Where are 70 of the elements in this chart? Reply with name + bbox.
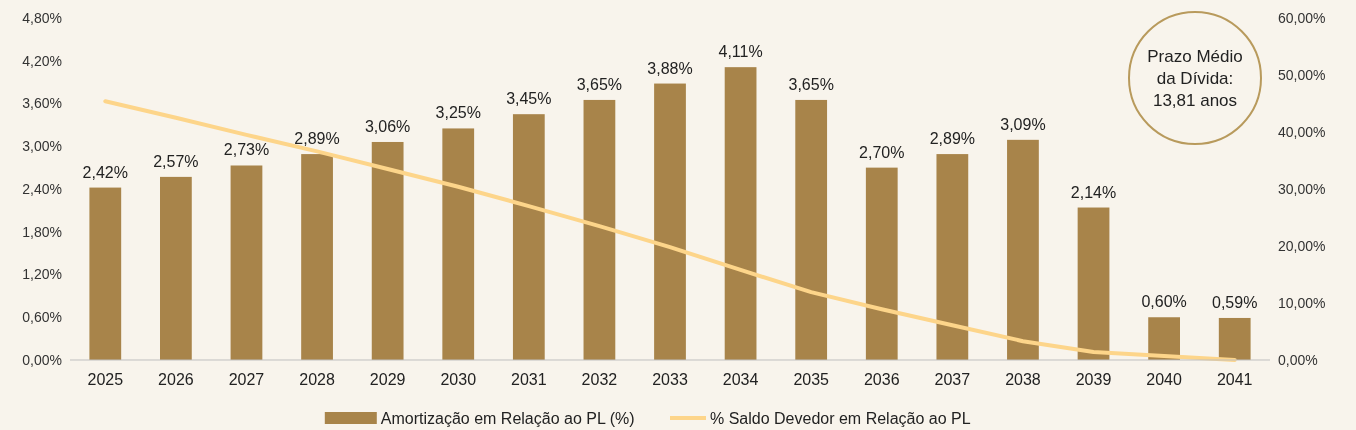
bar [1077, 207, 1110, 360]
y2-tick-label: 0,00% [1278, 351, 1318, 368]
annotation: Prazo Médio da Dívida: 13,81 anos [1147, 46, 1243, 110]
data-label: 3,06% [364, 117, 411, 135]
bar [442, 128, 475, 360]
bar [936, 154, 969, 360]
data-label: 2,57% [153, 152, 199, 170]
y-tick-label: 3,60% [22, 95, 62, 112]
bar [1148, 317, 1180, 360]
y-tick-label: 3,00% [22, 138, 62, 155]
bar [865, 167, 898, 360]
data-label: 2,89% [929, 130, 976, 148]
x-tick-label: 2040 [1146, 371, 1183, 388]
y2-tick-label: 20,00% [1278, 237, 1326, 254]
data-label: 0,59% [1212, 293, 1258, 311]
y2-tick-label: 10,00% [1278, 294, 1326, 311]
x-tick-label: 2029 [369, 371, 406, 388]
x-tick-label: 2035 [793, 371, 830, 388]
legend-label: % Saldo Devedor em Relação ao PL [710, 409, 971, 427]
bar [1007, 139, 1039, 360]
x-tick-label: 2037 [934, 371, 971, 388]
x-tick-label: 2028 [299, 371, 335, 388]
x-tick-label: 2032 [581, 371, 618, 388]
y-tick-label: 4,20% [22, 52, 62, 69]
data-label: 2,70% [859, 143, 905, 161]
bar [654, 83, 686, 360]
data-label: 3,09% [1000, 115, 1046, 133]
x-tick-label: 2036 [863, 371, 900, 388]
y-tick-label: 4,80% [22, 9, 62, 26]
y-tick-label: 1,20% [22, 266, 62, 283]
data-label: 3,65% [788, 75, 834, 93]
x-tick-label: 2034 [722, 371, 759, 388]
bar [371, 141, 404, 360]
legend-label: Amortização em Relação ao PL (%) [380, 409, 635, 427]
data-label: 4,11% [718, 43, 763, 61]
data-label: 3,65% [576, 75, 623, 93]
x-tick-label: 2030 [440, 371, 477, 388]
y-tick-label: 1,80% [22, 223, 62, 240]
data-label: 2,73% [223, 141, 270, 159]
x-tick-label: 2038 [1005, 371, 1041, 388]
bar [89, 187, 122, 360]
y-tick-label: 2,40% [22, 180, 62, 197]
x-tick-label: 2041 [1216, 371, 1253, 388]
bar [230, 165, 263, 360]
data-label: 3,25% [435, 104, 481, 122]
y-tick-label: 0,60% [22, 309, 62, 326]
bar [160, 176, 192, 360]
x-tick-label: 2039 [1075, 371, 1112, 388]
y2-tick-label: 40,00% [1278, 123, 1326, 140]
data-label: 0,60% [1141, 293, 1187, 311]
y2-tick-label: 60,00% [1278, 9, 1326, 26]
data-label: 3,88% [647, 59, 693, 77]
y-tick-label: 0,00% [22, 351, 62, 368]
x-tick-label: 2033 [652, 371, 688, 388]
x-tick-label: 2025 [87, 371, 124, 388]
bar [795, 99, 828, 360]
data-label: 2,89% [294, 130, 340, 148]
y2-tick-label: 30,00% [1278, 180, 1326, 197]
bar [1218, 317, 1251, 360]
bar [583, 99, 616, 360]
bar [724, 67, 757, 360]
x-tick-label: 2026 [158, 371, 194, 388]
data-label: 2,14% [1070, 183, 1117, 201]
x-tick-label: 2027 [228, 371, 265, 388]
data-label: 2,42% [82, 163, 128, 181]
x-tick-label: 2031 [511, 371, 547, 388]
y2-tick-label: 50,00% [1278, 66, 1326, 83]
bar [301, 154, 333, 360]
data-label: 3,45% [506, 90, 552, 108]
bar [512, 114, 545, 360]
